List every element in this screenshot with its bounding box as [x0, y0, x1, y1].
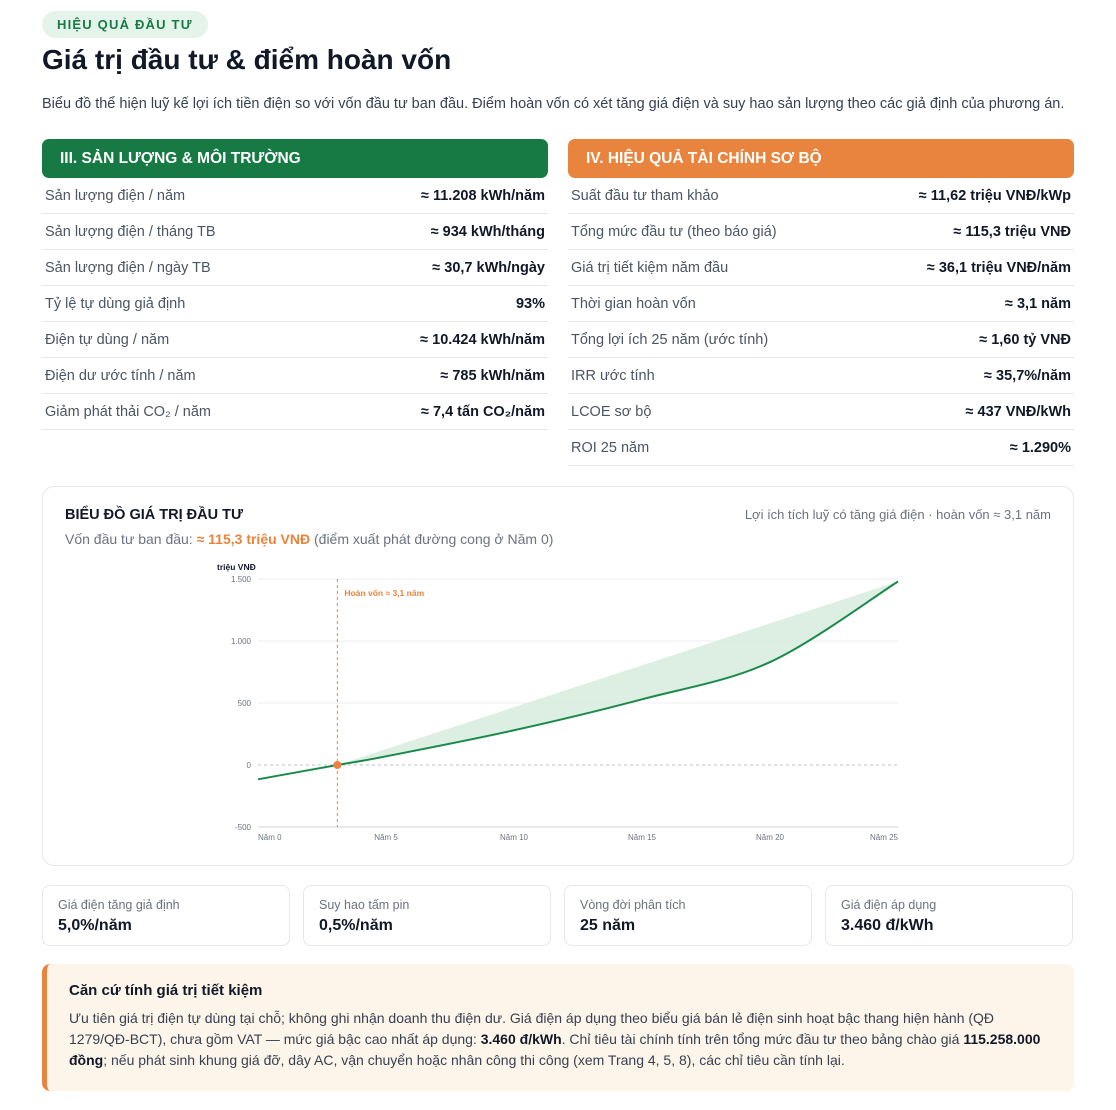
benefit-area — [337, 581, 898, 765]
note-electricity-price: 3.460 đ/kWh — [480, 1031, 562, 1047]
assumption-key: Suy hao tấm pin — [319, 898, 410, 912]
assumption-key: Vòng đời phân tích — [580, 898, 686, 912]
row-label: Tổng lợi ích 25 năm (ước tính) — [571, 331, 769, 348]
assumption-value: 3.460 đ/kWh — [841, 917, 934, 934]
x-tick-label: Năm 25 — [870, 833, 899, 842]
row-label: IRR ước tính — [571, 367, 655, 384]
assumption-card: Suy hao tấm pin 0,5%/năm — [303, 885, 551, 946]
finance-panel-title: IV. HIỆU QUẢ TÀI CHÍNH SƠ BỘ — [568, 139, 1074, 178]
row-label: Tỷ lệ tự dùng giả định — [45, 295, 186, 312]
production-panel: III. SẢN LƯỢNG & MÔI TRƯỜNG Sản lượng đi… — [42, 139, 548, 430]
investment-chart-card: BIỂU ĐỒ GIÁ TRỊ ĐẦU TƯ Lợi ích tích luỹ … — [42, 486, 1074, 866]
table-row: Điện tự dùng / năm ≈ 10.424 kWh/năm — [42, 322, 548, 358]
chart-card-note: Lợi ích tích luỹ có tăng giá điện · hoàn… — [744, 507, 1051, 522]
finance-panel: IV. HIỆU QUẢ TÀI CHÍNH SƠ BỘ Suất đầu tư… — [568, 139, 1074, 466]
chart-card-subtitle: Vốn đầu tư ban đầu: ≈ 115,3 triệu VNĐ (đ… — [65, 531, 553, 547]
x-tick-label: Năm 10 — [500, 833, 529, 842]
note-text: ; nếu phát sinh khung giá đỡ, dây AC, vậ… — [103, 1052, 845, 1068]
y-tick-label: 500 — [238, 699, 252, 708]
cumulative-benefit-line — [257, 580, 899, 781]
table-row: Giá trị tiết kiệm năm đầu ≈ 36,1 triệu VN… — [568, 250, 1074, 286]
table-row: Sản lượng điện / tháng TB ≈ 934 kWh/tháng — [42, 214, 548, 250]
row-value: ≈ 35,7%/năm — [984, 367, 1071, 384]
row-value: ≈ 785 kWh/năm — [440, 367, 545, 384]
row-value: ≈ 11,62 triệu VNĐ/kWp — [918, 187, 1071, 204]
y-tick-label: -500 — [235, 823, 252, 832]
x-tick-label: Năm 15 — [628, 833, 657, 842]
row-value: ≈ 115,3 triệu VNĐ — [953, 223, 1071, 240]
y-axis-unit-label: triệu VNĐ — [217, 562, 256, 572]
row-label: Thời gian hoàn vốn — [571, 295, 696, 312]
note-text: . Chỉ tiêu tài chính tính trên tổng mức … — [561, 1031, 964, 1047]
table-row: Điện dư ước tính / năm ≈ 785 kWh/năm — [42, 358, 548, 394]
table-row: LCOE sơ bộ ≈ 437 VNĐ/kWh — [568, 394, 1074, 430]
row-value: ≈ 36,1 triệu VNĐ/năm — [926, 259, 1071, 276]
row-value: ≈ 1,60 tỷ VNĐ — [979, 331, 1071, 348]
table-row: Tỷ lệ tự dùng giả định 93% — [42, 286, 548, 322]
note-body: Ưu tiên giá trị điện tự dùng tại chỗ; kh… — [69, 1008, 1050, 1071]
table-row: ROI 25 năm ≈ 1.290% — [568, 430, 1074, 466]
assumption-value: 0,5%/năm — [319, 917, 393, 934]
x-tick-label: Năm 0 — [258, 833, 282, 842]
assumption-key: Giá điện áp dụng — [841, 898, 937, 912]
production-panel-title: III. SẢN LƯỢNG & MÔI TRƯỜNG — [42, 139, 548, 178]
x-tick-label: Năm 5 — [374, 833, 398, 842]
row-label: Điện tự dùng / năm — [45, 331, 170, 348]
row-value: ≈ 11.208 kWh/năm — [420, 187, 545, 204]
table-row: Giảm phát thải CO₂ / năm ≈ 7,4 tấn CO₂/nă… — [42, 394, 548, 430]
table-row: Tổng mức đầu tư (theo báo giá) ≈ 115,3 tr… — [568, 214, 1074, 250]
row-value: ≈ 437 VNĐ/kWh — [965, 403, 1071, 420]
assumption-value: 25 năm — [580, 917, 636, 934]
x-tick-label: Năm 20 — [756, 833, 785, 842]
row-value: 93% — [515, 295, 545, 312]
payback-label: Hoàn vốn ≈ 3,1 năm — [344, 588, 424, 598]
assumption-card: Giá điện tăng giả định 5,0%/năm — [42, 885, 290, 946]
y-tick-label: 1.000 — [231, 637, 252, 646]
note-total-quote: 115.258.000 đồng — [69, 1031, 1041, 1068]
chart-card-title: BIỂU ĐỒ GIÁ TRỊ ĐẦU TƯ — [65, 507, 243, 523]
row-label: Sản lượng điện / ngày TB — [45, 259, 211, 276]
row-label: Điện dư ước tính / năm — [45, 367, 196, 384]
assumption-card: Giá điện áp dụng 3.460 đ/kWh — [825, 885, 1073, 946]
investment-chart: triệu VNĐ -500 0 500 1.000 1.500 Năm 0 Năm 5 Năm… — [217, 562, 899, 842]
table-row: IRR ước tính ≈ 35,7%/năm — [568, 358, 1074, 394]
chart-sub-prefix: Vốn đầu tư ban đầu: — [65, 531, 197, 547]
row-value: ≈ 934 kWh/tháng — [430, 223, 545, 240]
table-row: Suất đầu tư tham khảo ≈ 11,62 triệu VNĐ/k… — [568, 178, 1074, 214]
note-text: Ưu tiên giá trị điện tự dùng tại chỗ; kh… — [69, 1010, 995, 1047]
section-badge: HIỆU QUẢ ĐẦU TƯ — [42, 11, 208, 38]
row-label: LCOE sơ bộ — [571, 403, 652, 420]
assumption-card: Vòng đời phân tích 25 năm — [564, 885, 812, 946]
payback-point — [333, 761, 342, 769]
row-label: Sản lượng điện / tháng TB — [45, 223, 216, 240]
assumption-value: 5,0%/năm — [58, 917, 132, 934]
row-value: ≈ 10.424 kWh/năm — [420, 331, 545, 348]
page-title: Giá trị đầu tư & điểm hoàn vốn — [42, 44, 452, 75]
table-row: Sản lượng điện / ngày TB ≈ 30,7 kWh/ngày — [42, 250, 548, 286]
savings-basis-note: Căn cứ tính giá trị tiết kiệm Ưu tiên gi… — [42, 964, 1074, 1091]
table-row: Sản lượng điện / năm ≈ 11.208 kWh/năm — [42, 178, 548, 214]
chart-sub-suffix: (điểm xuất phát đường cong ở Năm 0) — [310, 531, 554, 547]
row-label: Giảm phát thải CO₂ / năm — [45, 403, 211, 420]
y-tick-label: 0 — [247, 761, 252, 770]
row-value: ≈ 30,7 kWh/ngày — [432, 259, 545, 276]
row-label: Suất đầu tư tham khảo — [571, 187, 719, 204]
row-label: Sản lượng điện / năm — [45, 187, 186, 204]
table-row: Thời gian hoàn vốn ≈ 3,1 năm — [568, 286, 1074, 322]
row-label: Giá trị tiết kiệm năm đầu — [571, 259, 729, 276]
note-title: Căn cứ tính giá trị tiết kiệm — [69, 982, 263, 999]
table-row: Tổng lợi ích 25 năm (ước tính) ≈ 1,60 tỷ … — [568, 322, 1074, 358]
production-rows: Sản lượng điện / năm ≈ 11.208 kWh/năm Sản… — [42, 178, 548, 430]
row-value: ≈ 1.290% — [1009, 439, 1071, 456]
finance-rows: Suất đầu tư tham khảo ≈ 11,62 triệu VNĐ/k… — [568, 178, 1074, 466]
row-label: Tổng mức đầu tư (theo báo giá) — [571, 223, 777, 240]
row-label: ROI 25 năm — [571, 439, 650, 456]
initial-investment-value: ≈ 115,3 triệu VNĐ — [196, 531, 311, 547]
y-tick-label: 1.500 — [231, 575, 252, 584]
row-value: ≈ 3,1 năm — [1005, 295, 1071, 312]
assumption-key: Giá điện tăng giả định — [58, 898, 180, 912]
row-value: ≈ 7,4 tấn CO₂/năm — [421, 403, 545, 420]
page-description: Biểu đồ thể hiện luỹ kế lợi ích tiền điệ… — [42, 96, 1065, 112]
